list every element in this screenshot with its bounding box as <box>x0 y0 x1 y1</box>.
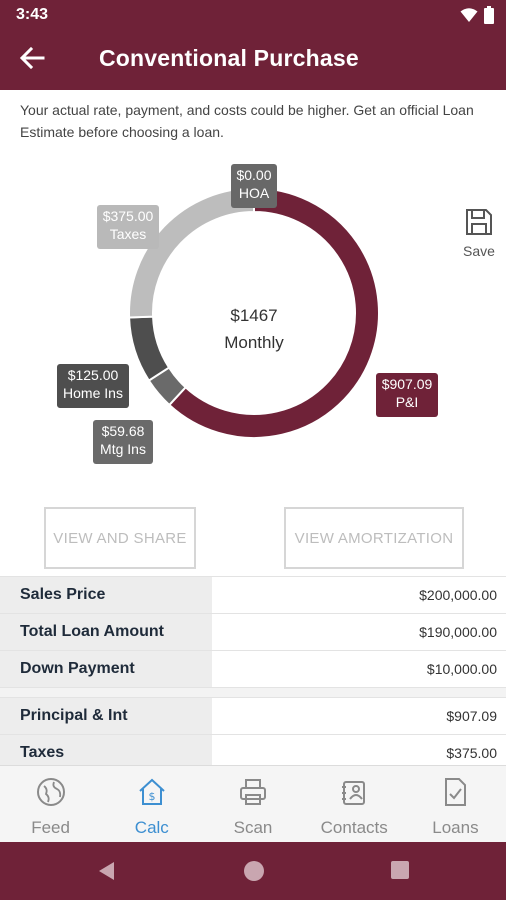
loan-summary-table: Sales Price $200,000.00 Total Loan Amoun… <box>0 576 506 771</box>
table-row: Total Loan Amount $190,000.00 <box>0 613 506 650</box>
row-label: Total Loan Amount <box>0 614 212 650</box>
floppy-disk-icon <box>465 209 493 240</box>
nav-label: Calc <box>134 818 169 837</box>
status-bar: 3:43 <box>0 0 506 30</box>
save-label: Save <box>463 243 495 259</box>
callout-taxes-label: Taxes <box>109 226 147 242</box>
system-home-button[interactable] <box>242 859 266 888</box>
view-and-share-button[interactable]: VIEW AND SHARE <box>44 507 196 569</box>
callout-home-ins-amount: $125.00 <box>67 367 119 383</box>
callout-pi: $907.09 P&I <box>376 373 438 417</box>
callout-home-ins-label: Home Ins <box>63 385 123 401</box>
donut-slice-home-ins <box>128 315 171 382</box>
row-value: $200,000.00 <box>419 587 497 603</box>
app-bar: Conventional Purchase <box>0 30 506 90</box>
status-time: 3:43 <box>16 6 49 23</box>
callout-home-ins: $125.00 Home Ins <box>57 364 129 408</box>
callout-mtg-ins-label: Mtg Ins <box>100 441 146 457</box>
row-label: Principal & Int <box>0 698 212 734</box>
nav-item-contacts[interactable]: Contacts <box>304 766 405 842</box>
save-button[interactable]: Save <box>458 208 500 260</box>
nav-item-scan[interactable]: Scan <box>202 766 303 842</box>
battery-icon <box>484 6 494 29</box>
row-label: Sales Price <box>0 577 212 613</box>
callout-pi-label: P&I <box>395 394 419 410</box>
callout-mtg-ins-amount: $59.68 <box>101 423 145 439</box>
nav-item-calc[interactable]: $ Calc <box>101 766 202 842</box>
table-row: Down Payment $10,000.00 <box>0 650 506 687</box>
system-recents-button[interactable] <box>390 860 410 885</box>
table-row: Sales Price $200,000.00 <box>0 576 506 613</box>
row-label: Down Payment <box>0 651 212 687</box>
nav-label: Feed <box>31 818 70 837</box>
back-button[interactable] <box>14 44 50 76</box>
bottom-navigation: Feed $ Calc Scan Contacts Loans <box>0 765 506 842</box>
callout-mtg-ins: $59.68 Mtg Ins <box>93 420 153 464</box>
chart-center-label: Monthly <box>224 333 284 352</box>
callout-taxes-amount: $375.00 <box>102 208 154 224</box>
status-icons <box>460 6 494 29</box>
system-navigation-bar <box>0 842 506 900</box>
row-value: $10,000.00 <box>426 661 497 677</box>
page-title: Conventional Purchase <box>99 45 359 71</box>
nav-label: Scan <box>233 818 273 837</box>
contacts-icon <box>339 781 369 811</box>
house-dollar-icon: $ <box>137 778 167 811</box>
callout-hoa: $0.00 HOA <box>231 164 277 208</box>
callout-taxes: $375.00 Taxes <box>97 205 159 249</box>
printer-icon <box>238 779 268 811</box>
system-back-button[interactable] <box>96 860 116 887</box>
nav-label: Loans <box>432 818 479 837</box>
arrow-left-icon <box>19 46 45 74</box>
nav-label: Contacts <box>320 818 388 837</box>
disclaimer-text: Your actual rate, payment, and costs cou… <box>20 102 474 140</box>
callout-hoa-label: HOA <box>238 185 270 201</box>
nav-item-loans[interactable]: Loans <box>405 766 506 842</box>
row-value: $190,000.00 <box>419 624 497 640</box>
nav-item-feed[interactable]: Feed <box>0 766 101 842</box>
table-row: Principal & Int $907.09 <box>0 697 506 734</box>
view-amortization-button[interactable]: VIEW AMORTIZATION <box>284 507 464 569</box>
wifi-icon <box>460 7 478 28</box>
donut-slice-p-i <box>167 186 380 439</box>
callout-pi-amount: $907.09 <box>381 376 433 392</box>
callout-hoa-amount: $0.00 <box>236 167 272 183</box>
payment-donut-chart: $1467 Monthly $0.00 HOA $375.00 Taxes $9… <box>0 150 506 490</box>
row-value: $375.00 <box>446 745 497 761</box>
chart-center-amount: $1467 <box>230 306 278 325</box>
row-value: $907.09 <box>446 708 497 724</box>
document-check-icon <box>440 778 470 811</box>
table-divider <box>0 687 506 697</box>
globe-icon <box>36 778 66 811</box>
svg-text:$: $ <box>148 790 155 803</box>
